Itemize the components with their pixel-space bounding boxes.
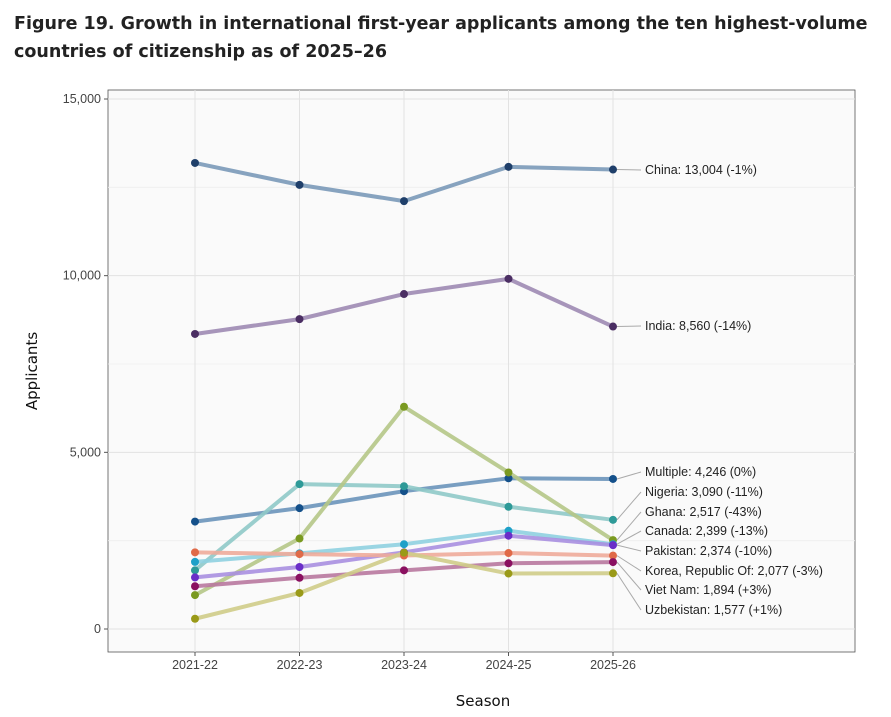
data-point: [609, 322, 617, 331]
data-point: [191, 517, 199, 526]
data-point: [191, 158, 199, 167]
data-point: [504, 531, 513, 540]
label-leader-line: [616, 573, 642, 611]
data-point: [400, 540, 408, 549]
y-tick-label: 0: [94, 622, 101, 636]
data-point: [504, 274, 513, 283]
y-tick-label: 10,000: [63, 269, 101, 283]
label-leader-line: [616, 555, 642, 572]
data-point: [295, 588, 304, 597]
data-point: [295, 315, 304, 324]
data-point: [504, 162, 513, 171]
data-point: [609, 165, 617, 174]
label-leader-line: [616, 561, 642, 591]
series-label: Uzbekistan: 1,577 (+1%): [645, 603, 782, 617]
series-label: India: 8,560 (-14%): [645, 319, 751, 333]
data-point: [504, 502, 513, 511]
data-point: [400, 197, 408, 206]
label-leader-line: [616, 491, 642, 521]
data-point: [504, 549, 513, 558]
data-point: [609, 551, 617, 560]
data-point: [609, 558, 617, 567]
data-point: [609, 474, 617, 483]
chart-title: Figure 19. Growth in international first…: [14, 14, 868, 62]
series-label: Multiple: 4,246 (0%): [645, 465, 756, 479]
y-tick-label: 5,000: [70, 445, 101, 459]
data-point: [295, 573, 304, 582]
data-point: [504, 468, 513, 477]
data-point: [295, 562, 304, 571]
data-point: [400, 566, 408, 575]
data-point: [609, 541, 617, 550]
data-point: [295, 504, 304, 513]
data-point: [191, 614, 199, 623]
series-label: Ghana: 2,517 (-43%): [645, 505, 762, 519]
data-point: [295, 550, 304, 559]
data-point: [400, 402, 408, 411]
data-point: [191, 591, 199, 600]
data-point: [504, 569, 513, 578]
x-tick-label: 2022-23: [277, 658, 323, 672]
data-point: [191, 566, 199, 575]
series-label: Pakistan: 2,374 (-10%): [645, 544, 772, 558]
label-leader-line: [616, 530, 642, 545]
data-point: [400, 548, 408, 557]
x-axis-label: Season: [456, 692, 510, 710]
data-point: [295, 534, 304, 543]
data-point: [191, 582, 199, 591]
data-point: [191, 329, 199, 338]
data-point: [191, 557, 199, 566]
label-leader-line: [616, 471, 642, 480]
label-leader-line: [616, 511, 642, 541]
data-point: [191, 573, 199, 582]
x-tick-label: 2025-26: [590, 658, 636, 672]
data-point: [609, 569, 617, 578]
data-point: [400, 290, 408, 299]
series-label: Nigeria: 3,090 (-11%): [645, 485, 763, 499]
data-point: [504, 474, 513, 483]
data-point: [191, 548, 199, 557]
data-point: [609, 515, 617, 524]
series-label: Korea, Republic Of: 2,077 (-3%): [645, 564, 823, 578]
data-point: [295, 480, 304, 489]
series-label: China: 13,004 (-1%): [645, 163, 757, 177]
series-label: Viet Nam: 1,894 (+3%): [645, 583, 772, 597]
label-leader-line: [616, 325, 642, 328]
label-leader-line: [616, 544, 642, 552]
data-point: [400, 482, 408, 491]
x-tick-label: 2021-22: [172, 658, 218, 672]
data-point: [295, 180, 304, 189]
data-point: [504, 559, 513, 568]
y-axis-label: Applicants: [23, 332, 41, 410]
x-tick-label: 2024-25: [486, 658, 532, 672]
y-tick-label: 15,000: [63, 92, 101, 106]
series-label: Canada: 2,399 (-13%): [645, 524, 768, 538]
x-tick-label: 2023-24: [381, 658, 427, 672]
